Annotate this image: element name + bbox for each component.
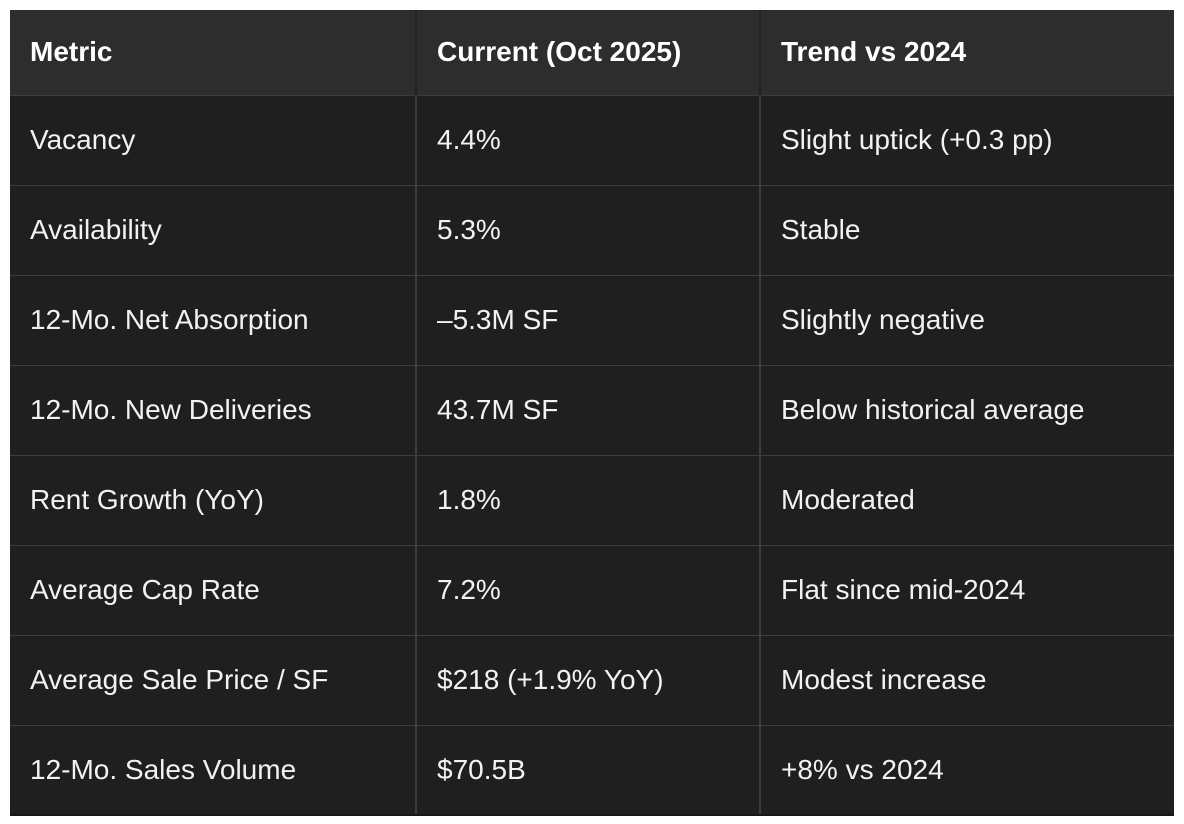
header-row: Metric Current (Oct 2025) Trend vs 2024 <box>10 10 1174 96</box>
table-row: Average Cap Rate 7.2% Flat since mid-202… <box>10 545 1174 636</box>
table-row: 12-Mo. Net Absorption –5.3M SF Slightly … <box>10 275 1174 366</box>
trend-cell: Slightly negative <box>759 275 1174 366</box>
table-row: 12-Mo. Sales Volume $70.5B +8% vs 2024 <box>10 725 1174 816</box>
trend-cell: Moderated <box>759 455 1174 546</box>
trend-cell: +8% vs 2024 <box>759 725 1174 816</box>
current-cell: 5.3% <box>415 185 760 276</box>
market-metrics-table: Metric Current (Oct 2025) Trend vs 2024 … <box>10 10 1174 816</box>
table-row: Availability 5.3% Stable <box>10 185 1174 276</box>
column-header-trend: Trend vs 2024 <box>759 10 1174 96</box>
table-header: Metric Current (Oct 2025) Trend vs 2024 <box>10 10 1174 96</box>
current-cell: 1.8% <box>415 455 760 546</box>
current-cell: $218 (+1.9% YoY) <box>415 635 760 726</box>
table-body: Vacancy 4.4% Slight uptick (+0.3 pp) Ava… <box>10 95 1174 816</box>
trend-cell: Slight uptick (+0.3 pp) <box>759 95 1174 186</box>
table-row: 12-Mo. New Deliveries 43.7M SF Below his… <box>10 365 1174 456</box>
trend-cell: Flat since mid-2024 <box>759 545 1174 636</box>
current-cell: 4.4% <box>415 95 760 186</box>
metric-cell: 12-Mo. Sales Volume <box>10 725 416 816</box>
current-cell: 7.2% <box>415 545 760 636</box>
column-header-current: Current (Oct 2025) <box>415 10 760 96</box>
table-row: Rent Growth (YoY) 1.8% Moderated <box>10 455 1174 546</box>
metric-cell: Availability <box>10 185 416 276</box>
current-cell: 43.7M SF <box>415 365 760 456</box>
trend-cell: Stable <box>759 185 1174 276</box>
table-row: Average Sale Price / SF $218 (+1.9% YoY)… <box>10 635 1174 726</box>
metric-cell: Average Sale Price / SF <box>10 635 416 726</box>
current-cell: $70.5B <box>415 725 760 816</box>
metric-cell: 12-Mo. New Deliveries <box>10 365 416 456</box>
column-header-metric: Metric <box>10 10 416 96</box>
metric-cell: Average Cap Rate <box>10 545 416 636</box>
metric-cell: 12-Mo. Net Absorption <box>10 275 416 366</box>
metric-cell: Vacancy <box>10 95 416 186</box>
table-row: Vacancy 4.4% Slight uptick (+0.3 pp) <box>10 95 1174 186</box>
trend-cell: Below historical average <box>759 365 1174 456</box>
trend-cell: Modest increase <box>759 635 1174 726</box>
current-cell: –5.3M SF <box>415 275 760 366</box>
metric-cell: Rent Growth (YoY) <box>10 455 416 546</box>
